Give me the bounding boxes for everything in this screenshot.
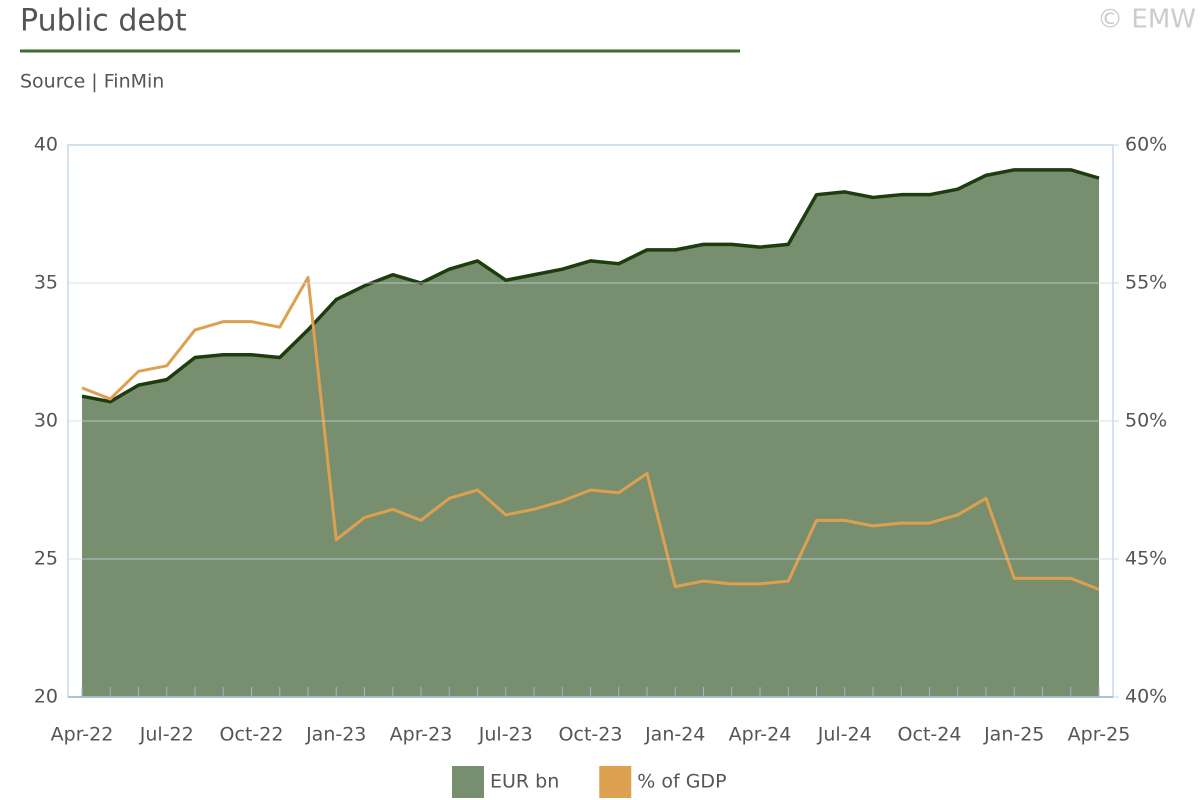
legend-label: EUR bn — [490, 771, 559, 793]
legend-swatch — [452, 766, 484, 798]
x-tick-label: Apr-25 — [1068, 724, 1131, 746]
x-tick-label: Jul-22 — [139, 724, 194, 746]
x-tick-label: Apr-23 — [390, 724, 453, 746]
legend-label: % of GDP — [637, 771, 726, 793]
y2-tick-label: 55% — [1125, 272, 1167, 294]
x-tick-label: Jan-23 — [305, 724, 366, 746]
y-tick-label: 40 — [34, 134, 58, 156]
y2-tick-label: 45% — [1125, 548, 1167, 570]
chart-title: Public debt — [20, 4, 187, 39]
x-tick-label: Jul-23 — [478, 724, 533, 746]
y2-tick-label: 40% — [1125, 686, 1167, 708]
area — [82, 169, 1099, 698]
y-tick-label: 25 — [34, 548, 58, 570]
y2-tick-label: 60% — [1125, 134, 1167, 156]
x-tick-label: Jan-24 — [644, 724, 705, 746]
x-tick-label: Jan-25 — [983, 724, 1044, 746]
x-tick-label: Jul-24 — [817, 724, 872, 746]
x-tick-label: Apr-22 — [51, 724, 114, 746]
legend-swatch — [599, 766, 632, 798]
y-tick-label: 35 — [34, 272, 58, 294]
x-tick-label: Apr-24 — [729, 724, 792, 746]
x-tick-label: Oct-23 — [559, 724, 623, 746]
x-tick-label: Oct-24 — [898, 724, 962, 746]
line — [81, 275, 1100, 591]
area-line — [81, 168, 1100, 404]
copyright: © EMW — [1097, 5, 1196, 35]
x-tick-label: Oct-22 — [220, 724, 284, 746]
y-tick-label: 20 — [34, 686, 58, 708]
y-tick-label: 30 — [34, 410, 58, 432]
y2-tick-label: 50% — [1125, 410, 1167, 432]
chart-subtitle: Source | FinMin — [20, 71, 164, 93]
